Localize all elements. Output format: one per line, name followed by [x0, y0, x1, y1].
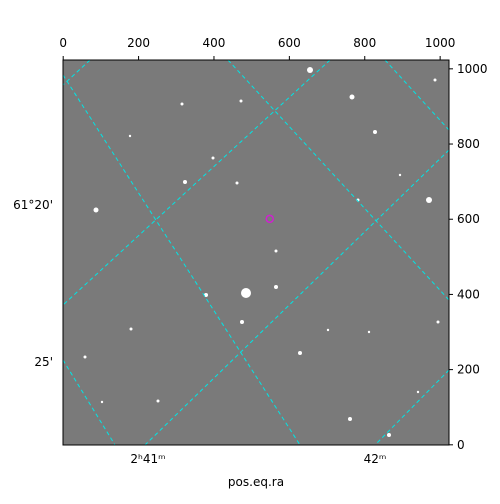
- y-tick-label: 1000: [457, 62, 488, 76]
- y-tick-label: 800: [457, 137, 480, 151]
- y-tick-label: 600: [457, 212, 480, 226]
- stars: [83, 67, 440, 437]
- y-tick-label: 400: [457, 287, 480, 301]
- x-tick-label: 200: [127, 36, 150, 50]
- x-tick-label: 400: [203, 36, 226, 50]
- ra-label: 42ᵐ: [364, 452, 387, 466]
- sky-image: [63, 60, 449, 445]
- x-tick-label: 0: [59, 36, 67, 50]
- x-tick-label: 1000: [425, 36, 456, 50]
- x-tick-label: 600: [278, 36, 301, 50]
- x-tick-label: 800: [353, 36, 376, 50]
- frame: [62, 59, 450, 446]
- x-axis-label: pos.eq.ra: [228, 475, 284, 489]
- y-tick-label: 0: [457, 438, 465, 452]
- dec-label: 61°20': [13, 198, 53, 212]
- marker: [265, 214, 275, 224]
- coordinate-grid: [63, 60, 449, 445]
- ra-label: 2ʰ41ᵐ: [130, 452, 165, 466]
- dec-label: 25': [34, 355, 53, 369]
- y-tick-label: 200: [457, 363, 480, 377]
